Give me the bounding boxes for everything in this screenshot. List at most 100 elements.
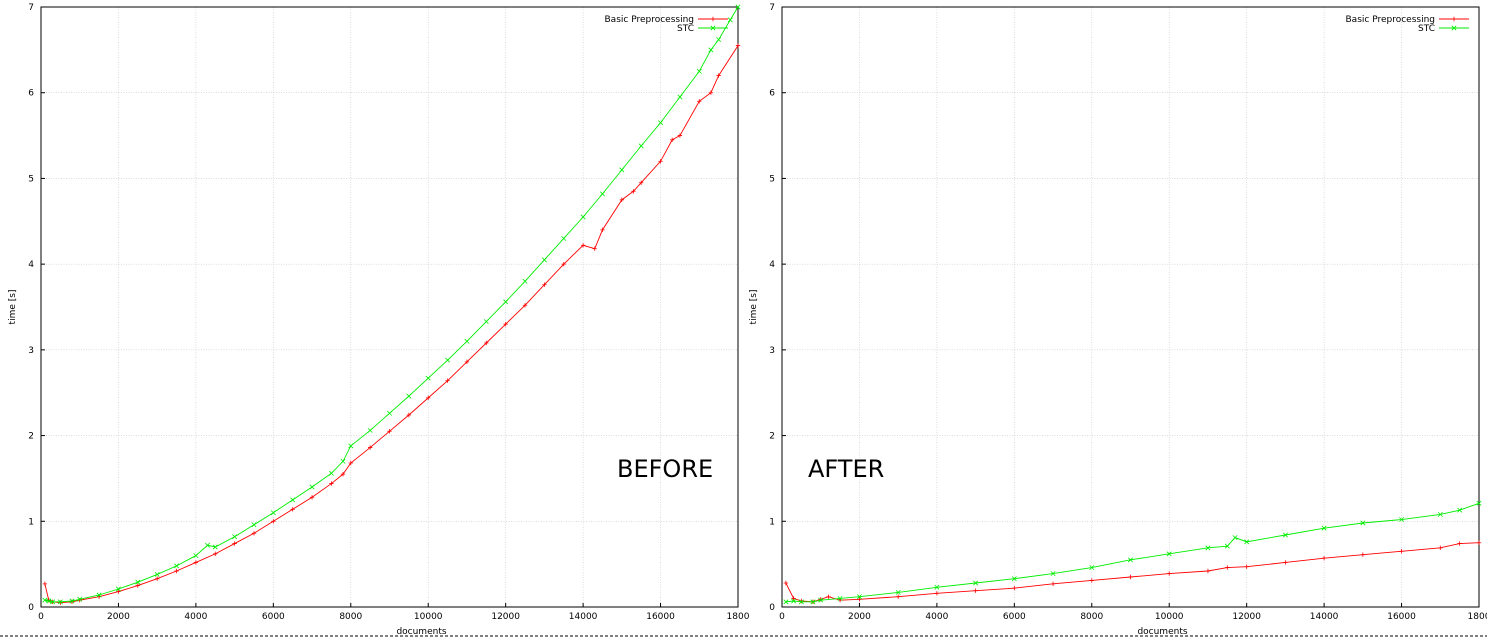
series-stc <box>783 500 1482 605</box>
data-point <box>810 599 816 605</box>
data-point <box>638 143 644 149</box>
data-point <box>592 246 597 251</box>
data-point <box>1321 555 1327 561</box>
data-point <box>783 599 789 605</box>
data-point <box>580 243 586 248</box>
data-point <box>503 299 509 305</box>
data-point <box>677 133 683 138</box>
data-point <box>348 460 353 466</box>
data-point <box>600 227 605 233</box>
data-point <box>1128 557 1133 563</box>
x-tick-label: 6000 <box>1003 612 1026 622</box>
x-tick-label: 1800 <box>727 612 750 622</box>
data-point <box>212 544 218 550</box>
data-point <box>1050 571 1056 577</box>
legend-label: STC <box>677 24 694 34</box>
data-point <box>46 598 52 604</box>
data-point <box>818 597 823 602</box>
data-point <box>697 99 702 104</box>
x-tick-label: 0 <box>779 612 785 622</box>
data-point <box>464 359 470 365</box>
y-tick-label: 1 <box>28 517 34 527</box>
data-point <box>856 594 862 600</box>
data-point <box>1232 535 1238 541</box>
data-point <box>193 553 199 559</box>
data-point <box>503 321 508 327</box>
data-point <box>445 357 451 363</box>
data-point <box>174 563 180 569</box>
x-tick-label: 6000 <box>262 612 285 622</box>
data-point <box>135 579 141 585</box>
data-point <box>735 43 741 48</box>
x-tick-label: 12000 <box>491 612 520 622</box>
data-point <box>232 534 238 540</box>
data-point <box>329 481 334 486</box>
data-point <box>1399 549 1404 554</box>
data-point <box>727 17 733 23</box>
data-point <box>973 580 979 586</box>
legend-label: Basic Preprocessing <box>605 15 695 25</box>
data-point <box>1167 571 1172 576</box>
y-tick-label: 4 <box>769 260 775 270</box>
data-point <box>348 443 354 449</box>
data-point <box>340 471 346 477</box>
data-point <box>42 581 48 587</box>
data-point <box>42 597 48 603</box>
data-point <box>818 597 824 603</box>
data-point <box>1225 565 1230 570</box>
data-point <box>367 427 373 433</box>
y-tick-label: 5 <box>769 174 775 184</box>
series-stc <box>42 4 741 605</box>
y-tick-label: 2 <box>769 432 775 442</box>
data-point <box>445 378 450 383</box>
data-point <box>77 597 82 603</box>
data-point <box>309 484 315 490</box>
data-point <box>542 282 547 287</box>
data-point <box>58 600 63 605</box>
data-point <box>232 541 237 546</box>
data-point <box>484 340 489 346</box>
data-point <box>619 197 625 203</box>
y-axis-label: time [s] <box>749 290 759 325</box>
data-point <box>934 584 940 590</box>
data-point <box>464 338 470 344</box>
data-point <box>290 497 296 503</box>
y-tick-label: 0 <box>769 603 775 613</box>
y-tick-label: 7 <box>28 3 34 13</box>
legend-marker <box>710 16 716 22</box>
data-point <box>791 596 796 601</box>
data-point <box>340 458 346 464</box>
data-point <box>309 495 315 500</box>
data-point <box>934 591 940 596</box>
data-point <box>154 576 160 581</box>
series-line <box>44 45 739 604</box>
y-tick-label: 6 <box>769 89 775 99</box>
data-point <box>973 588 978 593</box>
data-point <box>193 560 199 565</box>
data-point <box>1457 507 1463 513</box>
plot-frame <box>781 6 1480 608</box>
data-point <box>387 429 392 434</box>
data-point <box>561 235 567 241</box>
data-point <box>1011 576 1017 582</box>
y-tick-label: 1 <box>769 517 775 527</box>
data-point <box>1050 581 1056 587</box>
data-point <box>799 598 804 604</box>
data-point <box>50 599 56 605</box>
y-tick-label: 5 <box>28 174 34 184</box>
data-point <box>1089 578 1094 583</box>
legend-label: STC <box>1418 24 1435 34</box>
x-tick-label: 16000 <box>646 612 675 622</box>
x-tick-label: 4000 <box>184 612 207 622</box>
x-tick-label: 0 <box>38 612 44 622</box>
data-point <box>716 37 722 43</box>
data-point <box>716 73 721 78</box>
data-point <box>271 519 276 524</box>
data-point <box>1128 574 1133 580</box>
data-point <box>174 568 179 574</box>
y-tick-label: 3 <box>769 346 775 356</box>
data-point <box>1244 539 1250 545</box>
x-tick-label: 16000 <box>1387 612 1416 622</box>
